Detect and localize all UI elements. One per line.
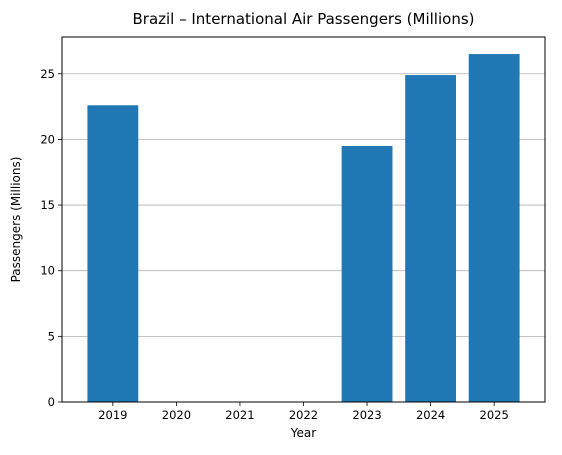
- x-tick-label: 2023: [352, 408, 381, 422]
- x-tick-label: 2019: [98, 408, 127, 422]
- bar-2019: [87, 105, 139, 403]
- y-tick-label: 10: [40, 264, 55, 278]
- x-tick-label: 2025: [480, 408, 509, 422]
- x-tick-label: 2021: [225, 408, 254, 422]
- x-tick-label: 2024: [416, 408, 445, 422]
- y-tick-label: 5: [48, 329, 55, 343]
- bar-2023: [341, 145, 393, 402]
- y-axis-label: Passengers (Millions): [9, 157, 23, 283]
- bar-2024: [405, 75, 457, 403]
- y-tick-label: 20: [40, 132, 55, 146]
- x-axis-label: Year: [290, 426, 316, 440]
- chart-title: Brazil – International Air Passengers (M…: [132, 10, 474, 28]
- bars: [87, 54, 520, 403]
- y-tick-label: 25: [40, 67, 55, 81]
- x-tick-label: 2020: [162, 408, 191, 422]
- y-tick-label: 0: [48, 395, 55, 409]
- bar-2025: [468, 54, 520, 402]
- y-tick-label: 15: [40, 198, 55, 212]
- x-tick-label: 2022: [289, 408, 318, 422]
